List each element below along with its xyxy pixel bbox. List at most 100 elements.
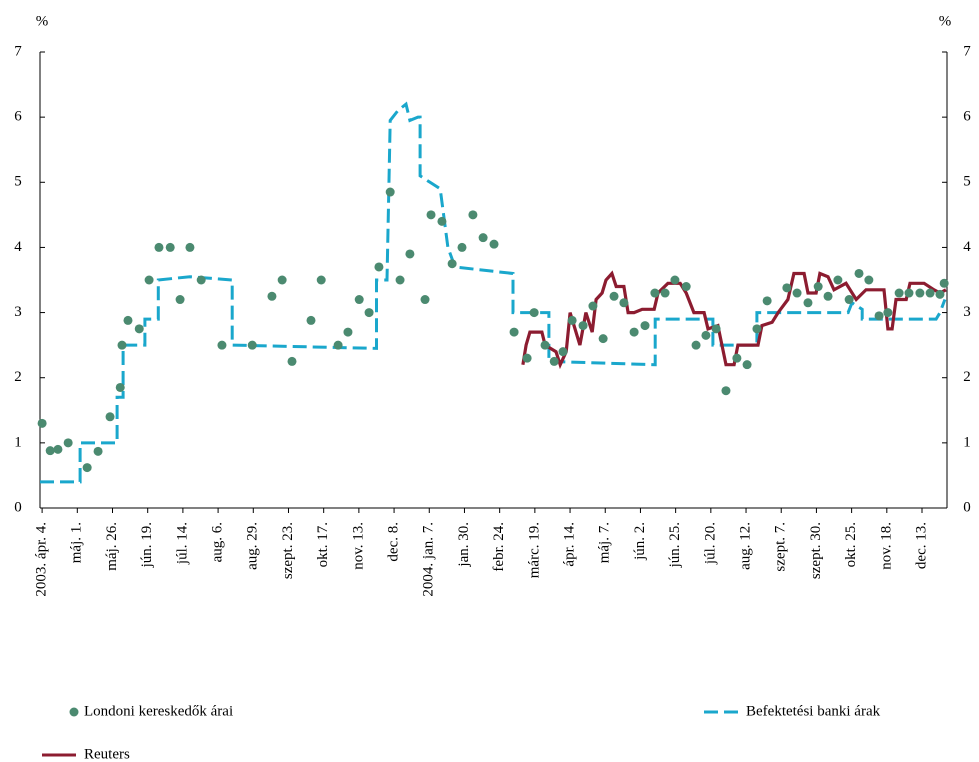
data-point	[752, 324, 762, 334]
legend-label: Befektetési banki árak	[746, 703, 881, 719]
data-point	[316, 275, 326, 285]
x-tick-label: máj. 26.	[104, 522, 120, 571]
data-point	[567, 315, 577, 325]
x-tick-label: aug. 29.	[245, 522, 261, 570]
data-point	[864, 275, 874, 285]
y2-tick-label: 1	[963, 434, 971, 450]
x-tick-label: dec. 8.	[386, 522, 402, 562]
x-tick-label: júl. 20.	[702, 522, 718, 565]
data-point	[762, 296, 772, 306]
data-point	[681, 282, 691, 292]
data-point	[405, 249, 415, 259]
data-point	[93, 446, 103, 456]
data-point	[185, 242, 195, 252]
data-point	[701, 330, 711, 340]
x-tick-label: márc. 19.	[526, 522, 542, 578]
x-tick-label: nov. 13.	[350, 522, 366, 570]
y-axis-label: %	[36, 13, 49, 29]
data-point	[742, 360, 752, 370]
data-point	[374, 262, 384, 272]
y-tick-label: 1	[14, 434, 22, 450]
data-point	[844, 295, 854, 305]
data-point	[154, 242, 164, 252]
x-tick-label: máj. 7.	[597, 522, 613, 563]
data-point	[588, 301, 598, 311]
legend-label: Londoni kereskedők árai	[84, 703, 233, 719]
data-point	[217, 340, 227, 350]
data-point	[782, 283, 792, 293]
data-point	[457, 242, 467, 252]
data-point	[813, 282, 823, 292]
legend-label: Reuters	[84, 746, 130, 762]
y-tick-label: 4	[14, 239, 22, 255]
data-point	[883, 308, 893, 318]
data-point	[468, 210, 478, 220]
data-point	[904, 288, 914, 298]
data-point	[939, 278, 949, 288]
x-tick-label: okt. 25.	[843, 522, 859, 567]
data-point	[37, 418, 47, 428]
data-point	[598, 334, 608, 344]
data-point	[364, 308, 374, 318]
data-point	[53, 444, 63, 454]
data-point	[478, 233, 488, 243]
data-point	[165, 242, 175, 252]
x-tick-label: szept. 30.	[808, 522, 824, 579]
data-point	[354, 295, 364, 305]
data-point	[691, 340, 701, 350]
data-point	[803, 298, 813, 308]
data-point	[874, 311, 884, 321]
data-point	[247, 340, 257, 350]
y-tick-label: 6	[14, 109, 22, 125]
x-tick-label: jún. 25.	[667, 522, 683, 568]
line-series	[521, 270, 947, 370]
y2-tick-label: 0	[963, 499, 971, 515]
data-point	[306, 315, 316, 325]
data-point	[343, 327, 353, 337]
data-point	[45, 446, 55, 456]
x-tick-label: máj. 1.	[69, 522, 85, 563]
y2-axis-label: %	[939, 13, 952, 29]
data-point	[640, 321, 650, 331]
y-tick-label: 5	[14, 174, 22, 190]
data-point	[489, 239, 499, 249]
x-tick-label: nov. 18.	[878, 522, 894, 570]
data-point	[333, 340, 343, 350]
data-point	[175, 295, 185, 305]
data-point	[670, 275, 680, 285]
x-tick-label: aug. 6.	[210, 522, 226, 562]
data-point	[935, 289, 945, 299]
x-tick-label: 2003. ápr. 4.	[34, 522, 50, 597]
x-tick-label: aug. 12.	[737, 522, 753, 570]
y2-tick-label: 6	[963, 109, 971, 125]
data-point	[287, 356, 297, 366]
data-point	[117, 340, 127, 350]
data-point	[894, 288, 904, 298]
data-point	[619, 298, 629, 308]
data-point	[267, 291, 277, 301]
data-point	[915, 288, 925, 298]
data-point	[549, 356, 559, 366]
x-tick-label: szept. 7.	[773, 522, 789, 572]
data-point	[522, 353, 532, 363]
data-point	[395, 275, 405, 285]
data-point	[558, 347, 568, 357]
data-point	[578, 321, 588, 331]
data-point	[732, 353, 742, 363]
x-tick-label: jan. 30.	[456, 522, 472, 568]
data-point	[529, 308, 539, 318]
data-point	[82, 463, 92, 473]
x-tick-label: jún. 2.	[632, 522, 648, 561]
data-point	[144, 275, 154, 285]
y2-tick-label: 2	[963, 369, 971, 385]
x-tick-label: okt. 17.	[315, 522, 331, 567]
legend-marker	[69, 707, 79, 717]
x-tick-label: dec. 13.	[913, 522, 929, 569]
data-point	[660, 288, 670, 298]
data-point	[196, 275, 206, 285]
data-point	[629, 327, 639, 337]
x-tick-label: jún. 19.	[139, 522, 155, 568]
data-point	[854, 268, 864, 278]
data-point	[385, 187, 395, 197]
data-point	[509, 327, 519, 337]
